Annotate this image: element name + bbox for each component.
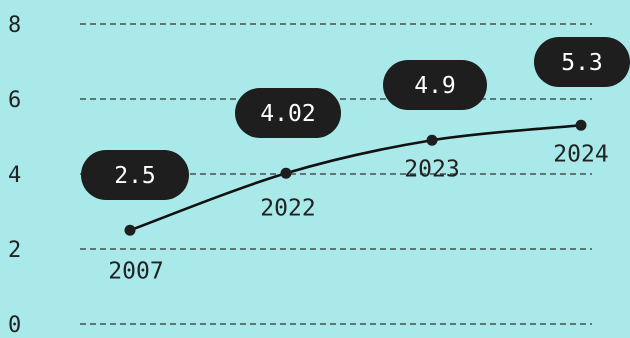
category-labels: 2007 2022 2023 2024 [108,141,608,284]
data-label-text: 4.9 [414,73,456,99]
y-tick-label: 8 [8,13,21,38]
data-label-bubble [81,150,189,200]
data-point [575,119,587,131]
data-label-bubble [534,37,630,87]
y-tick-label: 6 [8,88,21,113]
data-points [124,119,587,236]
data-label-text: 4.02 [260,101,315,127]
data-point [124,224,136,236]
series-line [129,123,582,232]
data-label-text: 5.3 [561,50,603,76]
data-label: 5.3 [534,37,630,87]
data-label: 2.5 [81,150,189,200]
x-category-label: 2024 [553,141,608,167]
x-category-label: 2022 [260,195,315,221]
data-label: 4.02 [235,88,341,138]
data-label-bubble [235,88,341,138]
x-category-label: 2023 [404,156,459,182]
y-tick-label: 2 [8,238,21,263]
x-category-label: 2007 [108,258,163,284]
data-label-text: 2.5 [114,163,156,189]
data-label: 4.9 [383,60,487,110]
data-point [426,134,438,146]
y-tick-label: 0 [8,313,21,338]
y-axis-ticks: 0 2 4 6 8 [8,13,21,338]
y-tick-label: 4 [8,163,21,188]
data-labels: 2.5 4.02 4.9 5.3 [81,37,630,200]
data-label-bubble [383,60,487,110]
data-point [280,167,292,179]
